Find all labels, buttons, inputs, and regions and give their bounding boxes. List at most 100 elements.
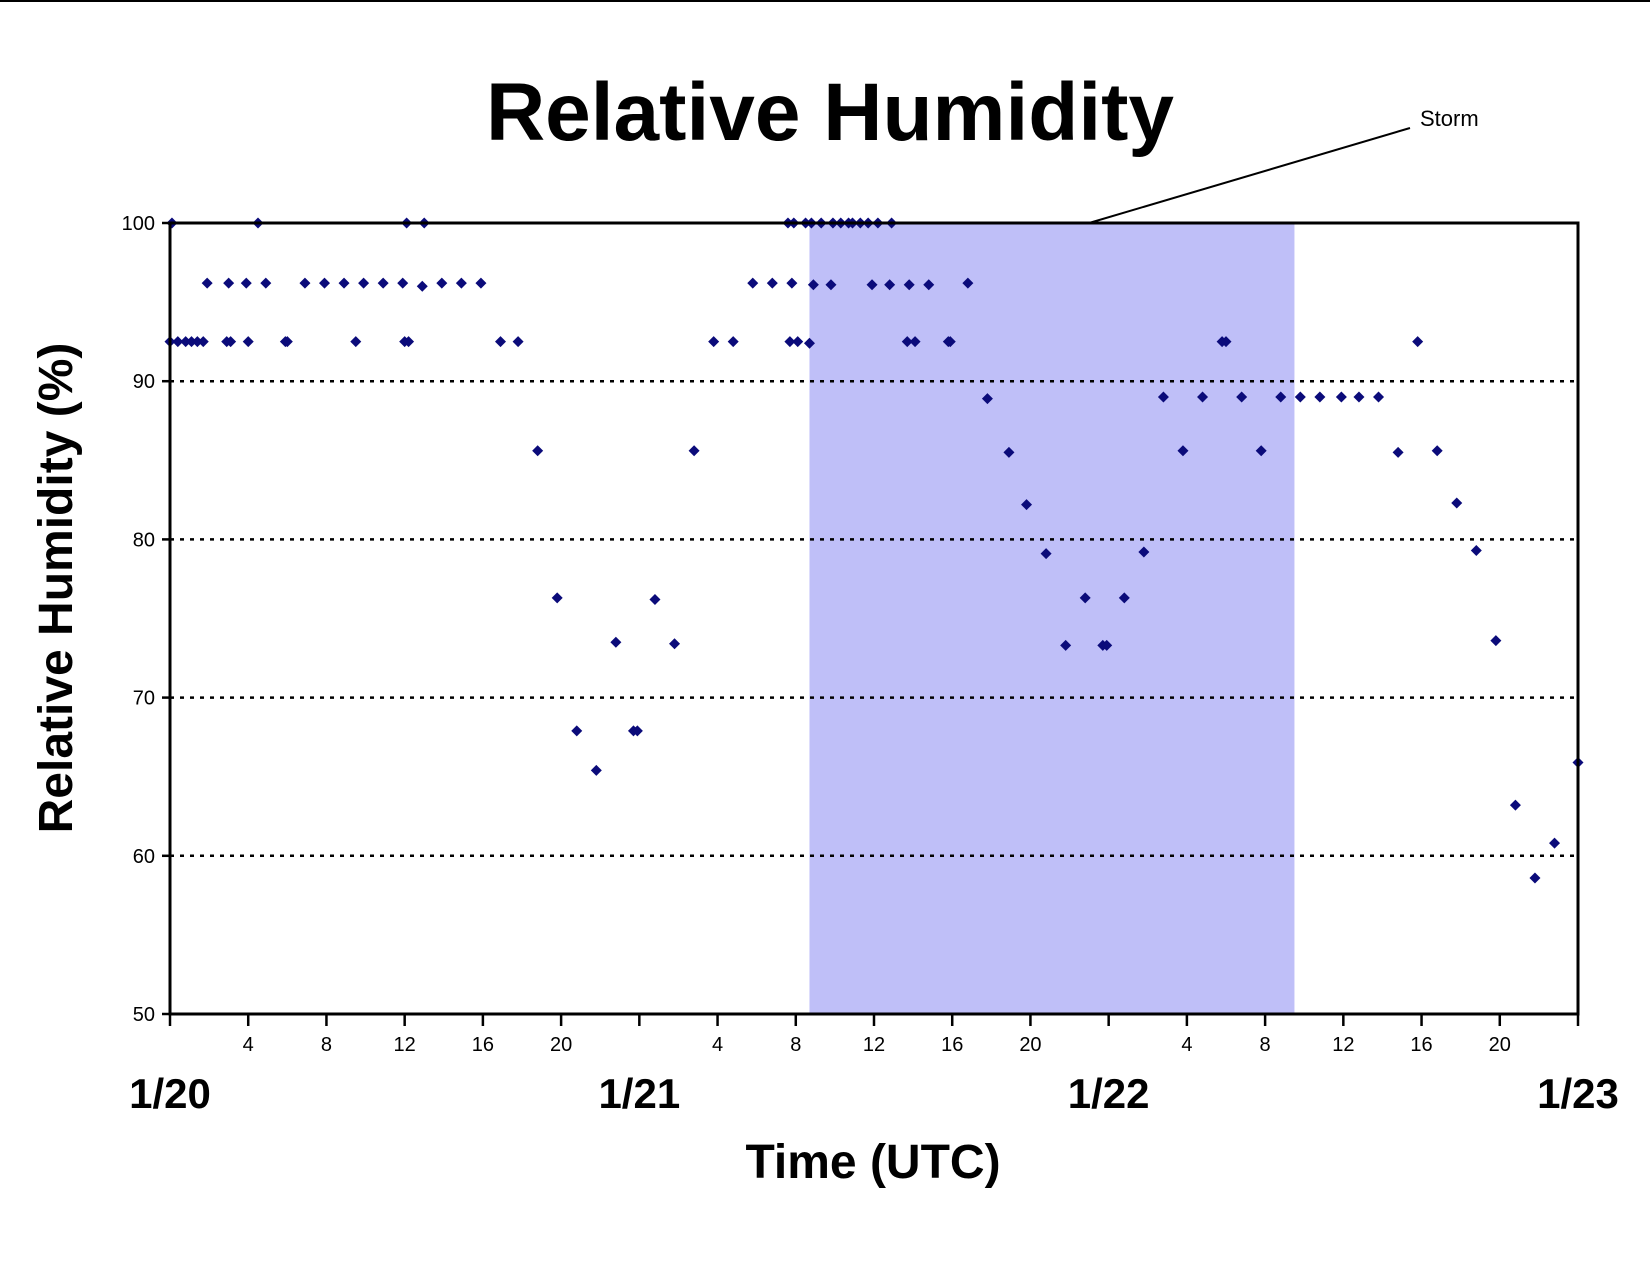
- data-point: [1490, 635, 1502, 647]
- data-point: [909, 336, 921, 348]
- data-point: [318, 277, 330, 289]
- data-point: [1118, 592, 1130, 604]
- data-point: [532, 445, 544, 457]
- x-date-label: 1/20: [129, 1070, 211, 1117]
- x-date-label: 1/22: [1068, 1070, 1150, 1117]
- data-point: [1021, 499, 1033, 511]
- data-point: [807, 279, 819, 291]
- y-tick-label: 50: [133, 1004, 155, 1026]
- data-point: [1060, 639, 1072, 651]
- data-point: [1373, 391, 1385, 403]
- data-point: [1177, 445, 1189, 457]
- data-point: [494, 336, 506, 348]
- data-point: [1451, 497, 1463, 509]
- data-point: [223, 277, 235, 289]
- data-point: [172, 336, 184, 348]
- x-tick-label: 20: [1019, 1034, 1041, 1056]
- data-point: [338, 277, 350, 289]
- data-point: [1236, 391, 1248, 403]
- data-point: [981, 393, 993, 405]
- data-point: [1392, 446, 1404, 458]
- data-point: [1431, 445, 1443, 457]
- data-point: [1509, 799, 1521, 811]
- data-point: [944, 336, 956, 348]
- data-point: [901, 336, 913, 348]
- data-point: [825, 279, 837, 291]
- data-point: [416, 280, 428, 292]
- data-point: [242, 336, 254, 348]
- data-point: [475, 277, 487, 289]
- data-point: [260, 277, 272, 289]
- data-point: [397, 277, 409, 289]
- data-point: [1101, 639, 1113, 651]
- data-point: [1294, 391, 1306, 403]
- data-point: [866, 279, 878, 291]
- x-axis-title: Time (UTC): [745, 1136, 1000, 1189]
- data-point: [1353, 391, 1365, 403]
- x-tick-label: 8: [1260, 1034, 1271, 1056]
- storm-band: [809, 223, 1295, 1014]
- data-point: [1040, 548, 1052, 560]
- data-point: [708, 336, 720, 348]
- storm-annotation-label: Storm: [1420, 106, 1479, 131]
- y-tick-label: 100: [122, 213, 155, 235]
- data-point: [281, 336, 293, 348]
- x-tick-label: 16: [1410, 1034, 1432, 1056]
- y-tick-label: 60: [133, 846, 155, 868]
- y-axis-title: Relative Humidity (%): [30, 343, 83, 834]
- data-point: [1314, 391, 1326, 403]
- data-point: [1335, 391, 1347, 403]
- data-point: [403, 336, 415, 348]
- data-point: [610, 636, 622, 648]
- data-point: [1470, 544, 1482, 556]
- data-point: [197, 336, 209, 348]
- data-point: [1275, 391, 1287, 403]
- data-point: [436, 277, 448, 289]
- x-date-label: 1/21: [598, 1070, 680, 1117]
- data-point: [903, 279, 915, 291]
- data-point: [240, 277, 252, 289]
- data-point: [1079, 592, 1091, 604]
- y-tick-label: 70: [133, 688, 155, 710]
- data-point: [1138, 546, 1150, 558]
- data-point: [792, 336, 804, 348]
- x-tick-label: 4: [1181, 1034, 1192, 1056]
- storm-annotation-leader: [1088, 127, 1411, 224]
- data-point: [1529, 872, 1541, 884]
- data-point: [1255, 445, 1267, 457]
- data-point: [191, 336, 203, 348]
- y-tick-label: 90: [133, 371, 155, 393]
- data-point: [299, 277, 311, 289]
- y-tick-label: 80: [133, 529, 155, 551]
- data-point: [803, 337, 815, 349]
- data-point: [784, 336, 796, 348]
- data-point: [551, 592, 563, 604]
- data-point: [1003, 446, 1015, 458]
- top-border-rule: [0, 0, 1650, 2]
- data-point: [747, 277, 759, 289]
- x-tick-label: 12: [863, 1034, 885, 1056]
- data-point: [1549, 837, 1561, 849]
- data-point: [377, 277, 389, 289]
- data-point: [1220, 336, 1232, 348]
- data-point: [1412, 336, 1424, 348]
- x-tick-label: 12: [394, 1034, 416, 1056]
- x-tick-label: 8: [321, 1034, 332, 1056]
- x-tick-label: 16: [941, 1034, 963, 1056]
- data-point: [201, 277, 213, 289]
- data-point: [455, 277, 467, 289]
- x-tick-label: 12: [1332, 1034, 1354, 1056]
- data-point: [727, 336, 739, 348]
- x-tick-label: 16: [472, 1034, 494, 1056]
- data-point: [590, 764, 602, 776]
- data-point: [1157, 391, 1169, 403]
- data-point: [786, 277, 798, 289]
- data-point: [669, 638, 681, 650]
- x-tick-label: 4: [712, 1034, 723, 1056]
- data-point: [923, 279, 935, 291]
- data-point: [884, 279, 896, 291]
- data-point: [180, 336, 192, 348]
- data-point: [1197, 391, 1209, 403]
- x-tick-label: 4: [243, 1034, 254, 1056]
